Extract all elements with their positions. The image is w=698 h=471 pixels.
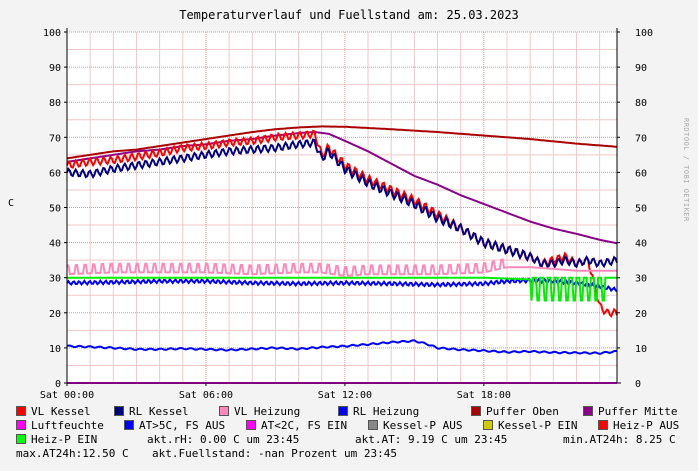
- y-tick-label: 0: [635, 379, 641, 390]
- legend-item: AT>5C, FS AUS: [124, 419, 225, 432]
- y-tick-label: 40: [635, 239, 647, 250]
- y-tick-label: 20: [49, 309, 61, 320]
- legend-item: RL Kessel: [114, 405, 189, 418]
- series-line: [66, 277, 618, 293]
- y-tick-label: 60: [635, 168, 647, 179]
- legend-swatch: [368, 420, 378, 430]
- legend-item: Puffer Oben: [471, 405, 559, 418]
- legend-swatch: [246, 420, 256, 430]
- series-line: [66, 125, 618, 160]
- legend-item: RL Heizung: [338, 405, 419, 418]
- legend-label: Heiz-P AUS: [613, 419, 680, 432]
- y-axis-label: C: [8, 198, 15, 209]
- y-tick-label: 80: [49, 98, 61, 109]
- y-tick-label: 60: [49, 168, 61, 179]
- y-tick-label: 90: [49, 63, 61, 74]
- legend-label: Kessel-P AUS: [383, 419, 463, 432]
- legend-swatch: [471, 406, 481, 416]
- legend-item: Puffer Mitte: [583, 405, 677, 418]
- y-tick-label: 10: [635, 344, 647, 355]
- legend-swatch: [16, 420, 26, 430]
- y-tick-label: 90: [635, 63, 647, 74]
- info-at: akt.AT: 9.19 C um 23:45: [355, 433, 508, 446]
- series-line: [66, 339, 618, 355]
- y-tick-label: 0: [55, 379, 61, 390]
- legend-item: Kessel-P AUS: [368, 419, 462, 432]
- y-tick-label: 20: [635, 309, 647, 320]
- legend-item: Kessel-P EIN: [483, 419, 577, 432]
- chart-axes: 0 0 10 10 20 20 30 30 40 40 50 50 60 60 70 70 80 80 90 90 10…: [40, 28, 653, 401]
- y-tick-label: 30: [49, 274, 61, 285]
- chart-title: Temperaturverlauf und Fuellstand am: 25.…: [179, 8, 519, 22]
- legend-label: RL Heizung: [353, 405, 420, 418]
- y-tick-label: 100: [43, 28, 61, 39]
- legend-swatch: [114, 406, 124, 416]
- legend-swatch: [16, 406, 26, 416]
- legend-item: Heiz-P EIN: [16, 433, 97, 446]
- legend-swatch: [483, 420, 493, 430]
- y-tick-label: 70: [49, 133, 61, 144]
- y-tick-label: 50: [49, 204, 61, 215]
- info-max: max.AT24h:12.50 C: [16, 447, 129, 460]
- legend-item: AT<2C, FS EIN: [246, 419, 347, 432]
- y-tick-label: 100: [635, 28, 653, 39]
- legend-label: Puffer Mitte: [598, 405, 678, 418]
- y-tick-label: 10: [49, 344, 61, 355]
- legend-item: Luftfeuchte: [16, 419, 104, 432]
- y-tick-label: 40: [49, 239, 61, 250]
- chart-grid: [66, 31, 617, 384]
- series-line: [67, 276, 617, 302]
- legend-item: VL Heizung: [219, 405, 300, 418]
- legend-swatch: [598, 420, 608, 430]
- legend-swatch: [16, 434, 26, 444]
- info-fuellstand: akt.Fuellstand: -nan Prozent um 23:45: [152, 447, 398, 460]
- legend-label: AT>5C, FS AUS: [139, 419, 226, 432]
- legend-label: VL Kessel: [31, 405, 91, 418]
- legend-label: Heiz-P EIN: [31, 433, 98, 446]
- legend-label: AT<2C, FS EIN: [261, 419, 348, 432]
- x-tick-label: Sat 00:00: [40, 390, 94, 401]
- info-rh: akt.rH: 0.00 C um 23:45: [147, 433, 300, 446]
- legend-item: Heiz-P AUS: [598, 419, 679, 432]
- legend-swatch: [583, 406, 593, 416]
- y-tick-label: 70: [635, 133, 647, 144]
- series-line: [67, 258, 617, 277]
- rrdtool-credit: RRDTOOL / TOBI OETIKER: [682, 118, 690, 222]
- legend-swatch: [219, 406, 229, 416]
- legend-label: Puffer Oben: [486, 405, 559, 418]
- legend-label: RL Kessel: [129, 405, 189, 418]
- info-min: min.AT24h: 8.25 C: [563, 433, 676, 446]
- legend-item: VL Kessel: [16, 405, 91, 418]
- x-tick-label: Sat 18:00: [457, 390, 511, 401]
- legend-swatch: [124, 420, 134, 430]
- x-tick-label: Sat 06:00: [179, 390, 233, 401]
- y-tick-label: 30: [635, 274, 647, 285]
- legend-label: Kessel-P EIN: [498, 419, 578, 432]
- x-tick-label: Sat 12:00: [318, 390, 372, 401]
- y-tick-label: 80: [635, 98, 647, 109]
- series-line: [66, 138, 618, 269]
- legend-swatch: [338, 406, 348, 416]
- legend-label: VL Heizung: [234, 405, 301, 418]
- legend-label: Luftfeuchte: [31, 419, 104, 432]
- y-tick-label: 50: [635, 204, 647, 215]
